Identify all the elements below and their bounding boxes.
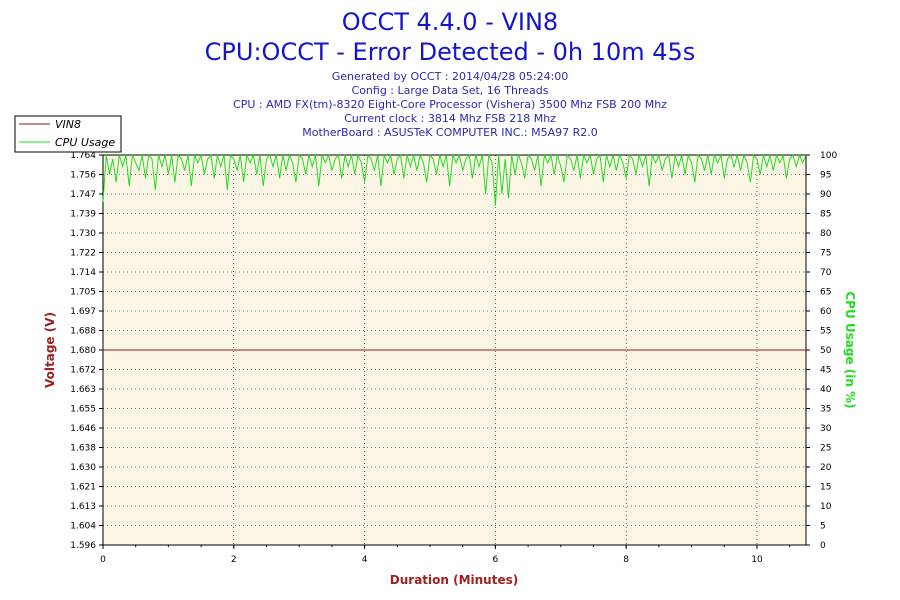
x-tick-label: 2: [231, 555, 237, 565]
y-tick-label: 1.739: [70, 210, 96, 220]
y-tick-label: 1.672: [70, 366, 96, 376]
x-tick-label: 10: [751, 555, 763, 565]
y-tick-label: 1.714: [70, 268, 96, 278]
y2-tick-label: 70: [820, 268, 832, 278]
y2-axis-title: CPU Usage (in %): [843, 291, 857, 408]
grid: [103, 155, 806, 545]
y-tick-label: 1.705: [70, 288, 96, 298]
info-line-0: Generated by OCCT : 2014/04/28 05:24:00: [332, 70, 569, 83]
y2-tick-label: 45: [820, 366, 831, 376]
x-tick-label: 8: [623, 555, 629, 565]
chart-title: OCCT 4.4.0 - VIN8: [342, 8, 558, 36]
y2-tick-label: 50: [820, 346, 832, 356]
y-tick-label: 1.663: [70, 385, 96, 395]
y2-tick-label: 100: [820, 151, 837, 161]
info-line-2: CPU : AMD FX(tm)-8320 Eight-Core Process…: [233, 98, 667, 111]
chart-subtitle: CPU:OCCT - Error Detected - 0h 10m 45s: [205, 38, 696, 66]
series-group: [102, 153, 807, 351]
y2-tick-label: 20: [820, 463, 832, 473]
info-line-4: MotherBoard : ASUSTeK COMPUTER INC.: M5A…: [302, 126, 598, 139]
y-tick-label: 1.655: [70, 405, 96, 415]
y2-tick-label: 40: [820, 385, 832, 395]
y-tick-label: 1.756: [70, 171, 96, 181]
y-tick-label: 1.604: [70, 522, 96, 532]
y2-tick-label: 90: [820, 190, 832, 200]
y-tick-label: 1.722: [70, 249, 96, 259]
y2-tick-label: 35: [820, 405, 831, 415]
legend-label-vin8: VIN8: [55, 118, 81, 131]
y-tick-label: 1.697: [70, 307, 96, 317]
y-tick-label: 1.638: [70, 444, 96, 454]
y-tick-label: 1.630: [70, 463, 96, 473]
y2-tick-label: 10: [820, 502, 832, 512]
ticks: 1.596 1.604 1.613 1.621 1.630 1.638 1.646 1.655…: [70, 151, 837, 565]
y-tick-label: 1.646: [70, 424, 96, 434]
info-line-3: Current clock : 3814 Mhz FSB 218 Mhz: [344, 112, 556, 125]
y2-tick-label: 30: [820, 424, 832, 434]
x-tick-label: 0: [100, 555, 106, 565]
y-axis-title: Voltage (V): [43, 312, 57, 388]
info-lines: Generated by OCCT : 2014/04/28 05:24:00C…: [233, 70, 667, 139]
y2-tick-label: 15: [820, 483, 831, 493]
y2-tick-label: 85: [820, 210, 831, 220]
x-tick-label: 6: [493, 555, 499, 565]
y-tick-label: 1.688: [70, 327, 96, 337]
info-line-1: Config : Large Data Set, 16 Threads: [352, 84, 549, 97]
y-tick-label: 1.764: [70, 151, 96, 161]
legend: VIN8 CPU Usage: [14, 115, 122, 153]
y-tick-label: 1.680: [70, 346, 96, 356]
y-tick-label: 1.621: [70, 483, 96, 493]
y2-tick-label: 60: [820, 307, 832, 317]
series-line-cpu-usage: [102, 153, 807, 206]
y-tick-label: 1.730: [70, 229, 96, 239]
y2-tick-label: 55: [820, 327, 831, 337]
y-tick-label: 1.613: [70, 502, 96, 512]
y2-tick-label: 80: [820, 229, 832, 239]
y2-tick-label: 95: [820, 171, 831, 181]
y2-tick-label: 0: [820, 541, 826, 551]
y-tick-label: 1.747: [70, 190, 96, 200]
y2-tick-label: 65: [820, 288, 831, 298]
x-tick-label: 4: [362, 555, 368, 565]
x-axis-title: Duration (Minutes): [390, 573, 518, 587]
y2-tick-label: 5: [820, 522, 826, 532]
y2-tick-label: 25: [820, 444, 831, 454]
y-tick-label: 1.596: [70, 541, 96, 551]
y2-tick-label: 75: [820, 249, 831, 259]
legend-label-cpu: CPU Usage: [55, 136, 115, 149]
